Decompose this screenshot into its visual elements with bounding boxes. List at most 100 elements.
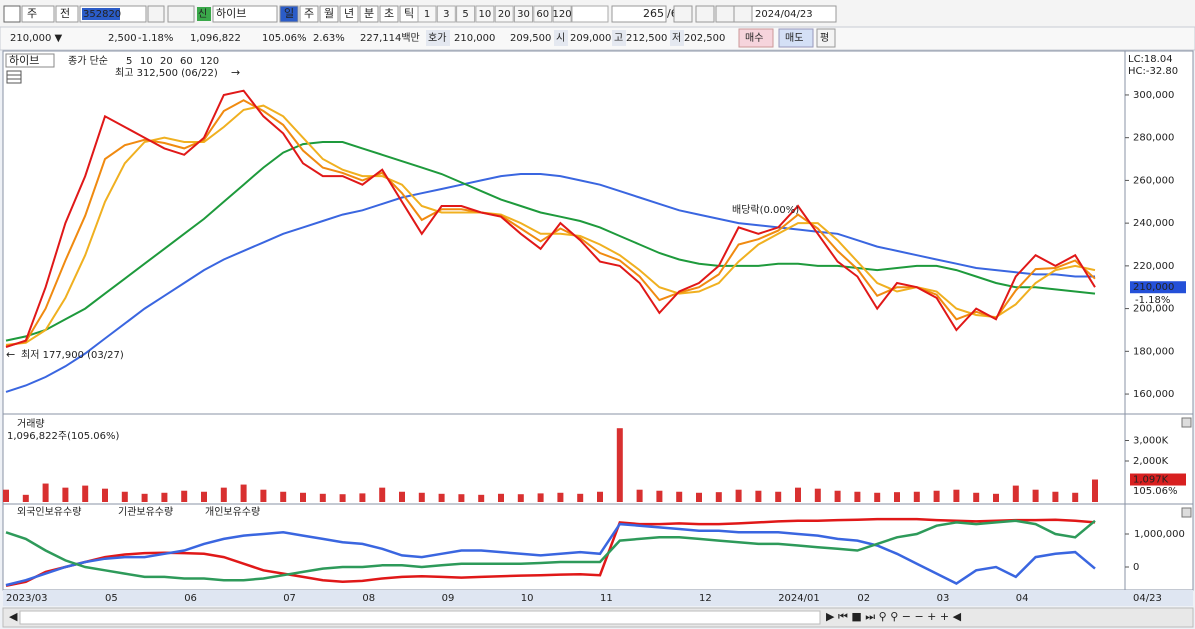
date-input[interactable]	[751, 5, 837, 23]
high-annotation: 최고 312,500 (06/22)	[115, 67, 218, 79]
info-label-bg	[426, 30, 450, 46]
volume-bar	[933, 490, 940, 502]
nav-buttons[interactable]: ▶ ⏮ ■ ⏭ ⚲ ⚲ − − + + ◀	[826, 610, 962, 623]
avg-btn[interactable]	[816, 28, 836, 48]
info-volume: 1,096,822	[190, 33, 241, 44]
minute[interactable]: 10	[479, 9, 492, 20]
minute-select[interactable]	[571, 5, 609, 23]
scroll-thumb[interactable]	[19, 610, 821, 625]
interval[interactable]: 초	[384, 7, 394, 20]
tool-icon[interactable]	[673, 5, 693, 23]
interval-btn[interactable]	[379, 5, 399, 23]
minute-btn[interactable]	[475, 5, 495, 23]
series-line	[5, 89, 1096, 349]
name-input[interactable]	[212, 5, 278, 23]
minute-btn[interactable]	[456, 5, 476, 23]
interval-btn[interactable]	[279, 5, 299, 23]
minute-btn[interactable]	[533, 5, 553, 23]
y-tick-label: 240,000	[1133, 218, 1174, 229]
series-line	[5, 173, 1095, 393]
interval-btn[interactable]	[339, 5, 359, 23]
minute[interactable]: 20	[498, 9, 511, 20]
volume-bar	[913, 491, 920, 502]
period-select[interactable]	[21, 5, 55, 23]
x-tick-label: 06	[184, 593, 197, 604]
volume-bar	[1032, 489, 1039, 502]
window-icon[interactable]	[3, 5, 21, 23]
date[interactable]: 2024/04/23	[755, 9, 813, 20]
volume-bar	[319, 493, 326, 502]
minute[interactable]: 5	[462, 9, 468, 20]
legend-entry[interactable]: 5	[126, 56, 132, 67]
period[interactable]: 주	[27, 7, 37, 20]
minute[interactable]: 3	[443, 9, 449, 20]
y-tick-label: 0	[1133, 562, 1139, 573]
count[interactable]: 265	[643, 7, 664, 20]
interval[interactable]: 분	[364, 7, 374, 20]
volume-bar	[22, 494, 29, 502]
volume-bar	[735, 489, 742, 502]
hc: HC:-32.80	[1128, 66, 1178, 77]
search-btn[interactable]	[147, 5, 165, 23]
tool-icon[interactable]	[733, 5, 753, 23]
sound-btn[interactable]	[167, 5, 195, 23]
x-tick-label: 02	[857, 593, 870, 604]
interval-btn[interactable]	[359, 5, 379, 23]
volume-bar	[656, 490, 663, 502]
info-bg	[0, 26, 1195, 51]
minute-btn[interactable]	[436, 5, 456, 23]
volume-bar	[240, 484, 247, 502]
volume-bar	[42, 483, 49, 502]
minute[interactable]: 60	[536, 9, 549, 20]
tool-icon[interactable]	[695, 5, 715, 23]
series-line	[5, 519, 1096, 582]
info-label-bg	[670, 30, 684, 46]
legend-entry[interactable]: 10	[140, 56, 153, 67]
pane-close[interactable]	[1181, 507, 1192, 518]
interval[interactable]: 년	[344, 7, 354, 20]
legend-entry[interactable]: 120	[200, 56, 219, 67]
minute-btn[interactable]	[552, 5, 572, 23]
code[interactable]: 352820	[83, 9, 121, 20]
info-amount: 227,114백만	[360, 32, 420, 44]
buy-button[interactable]: 매수	[745, 32, 763, 44]
type[interactable]: 전	[60, 7, 70, 20]
interval[interactable]: 주	[304, 7, 314, 20]
minute-btn[interactable]	[494, 5, 514, 23]
volume-bar	[3, 489, 9, 502]
volume-bar	[537, 493, 544, 502]
count-input[interactable]	[611, 5, 667, 23]
interval[interactable]: 일	[284, 6, 294, 20]
volume-bar	[517, 494, 524, 502]
stock-name[interactable]: 하이브	[216, 6, 246, 20]
volume-bar	[676, 491, 683, 502]
scroll-left[interactable]: ◀	[9, 610, 18, 623]
sell-button[interactable]: 매도	[785, 32, 803, 44]
x-tick-label: 11	[600, 593, 613, 604]
legend-entry[interactable]: 20	[160, 56, 173, 67]
legend-entry[interactable]: 기관보유수량	[118, 506, 173, 518]
tool-icon[interactable]	[715, 5, 735, 23]
minute-btn[interactable]	[417, 5, 437, 23]
buy-btn[interactable]	[738, 28, 774, 48]
pane-close[interactable]	[1181, 417, 1192, 428]
minute-btn[interactable]	[514, 5, 533, 23]
minute[interactable]: 1	[424, 9, 430, 20]
volume-bar	[418, 492, 425, 502]
type-select[interactable]	[55, 5, 79, 23]
interval-btn[interactable]	[299, 5, 319, 23]
interval[interactable]: 틱	[404, 7, 414, 20]
legend-entry[interactable]: 60	[180, 56, 193, 67]
legend-entry[interactable]: 외국인보유수량	[17, 506, 81, 518]
legend-entry[interactable]: 개인보유수량	[205, 506, 260, 518]
sell-btn[interactable]	[778, 28, 814, 48]
volume-bar	[201, 491, 207, 502]
table-icon[interactable]	[6, 70, 22, 84]
volume-bar	[339, 494, 346, 502]
minute[interactable]: 30	[517, 9, 530, 20]
interval-btn[interactable]	[319, 5, 339, 23]
avg-button[interactable]: 평	[820, 32, 829, 44]
minute[interactable]: 120	[553, 9, 572, 20]
interval[interactable]: 월	[324, 7, 334, 20]
y-tick-label: 2,000K	[1133, 456, 1169, 467]
